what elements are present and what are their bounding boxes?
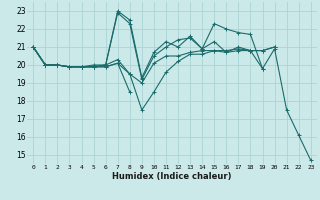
- X-axis label: Humidex (Indice chaleur): Humidex (Indice chaleur): [112, 172, 232, 181]
